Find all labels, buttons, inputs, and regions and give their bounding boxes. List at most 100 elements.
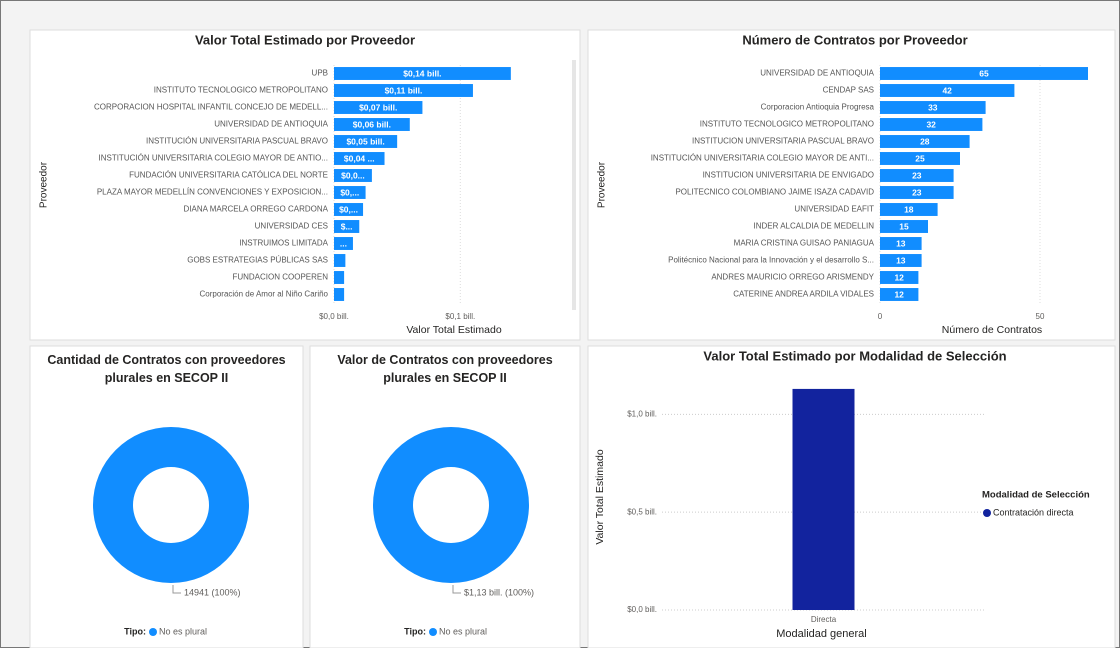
legend-dot bbox=[429, 628, 437, 636]
bar bbox=[334, 84, 473, 97]
leader-line bbox=[172, 585, 181, 594]
data-label: $0,05 bill. bbox=[346, 136, 384, 146]
y-tick-label: PLAZA MAYOR MEDELLÍN CONVENCIONES Y EXPO… bbox=[97, 188, 328, 197]
y-tick-label: Corporacion Antioquia Progresa bbox=[761, 103, 875, 112]
bar bbox=[880, 271, 919, 284]
y-tick-label: Politécnico Nacional para la Innovación … bbox=[668, 256, 874, 265]
bar bbox=[880, 203, 938, 216]
y-tick-label: INSTITUTO TECNOLOGICO METROPOLITANO bbox=[154, 86, 328, 95]
bar bbox=[880, 254, 922, 267]
y-axis-label: Valor Total Estimado bbox=[594, 449, 606, 544]
data-label: 23 bbox=[912, 187, 922, 197]
data-label: $... bbox=[341, 221, 353, 231]
y-tick-label: UNIVERSIDAD DE ANTIOQUIA bbox=[214, 120, 328, 129]
x-axis-label: Valor Total Estimado bbox=[406, 324, 501, 336]
y-axis-label: Proveedor bbox=[39, 161, 50, 208]
y-tick-label: ANDRES MAURICIO ORREGO ARISMENDY bbox=[711, 273, 874, 282]
donut-slice bbox=[93, 427, 249, 583]
bar bbox=[880, 288, 919, 301]
bar bbox=[334, 203, 364, 216]
bar bbox=[334, 101, 423, 114]
y-tick-label: DIANA MARCELA ORREGO CARDONA bbox=[184, 205, 329, 214]
leader-line bbox=[452, 585, 461, 594]
data-label: 12 bbox=[894, 289, 904, 299]
data-label: $0,06 bill. bbox=[353, 119, 391, 129]
legend-title: Tipo: bbox=[124, 626, 146, 636]
y-tick-label: INSTITUTO TECNOLOGICO METROPOLITANO bbox=[700, 120, 874, 129]
data-label: 13 bbox=[896, 238, 906, 248]
legend-dot bbox=[983, 509, 991, 517]
y-tick-label: UNIVERSIDAD CES bbox=[255, 222, 328, 231]
x-tick-label: Directa bbox=[811, 615, 837, 624]
bar bbox=[880, 220, 928, 233]
data-label: $0,... bbox=[339, 204, 358, 214]
y-tick-label: Corporación de Amor al Niño Cariño bbox=[199, 290, 328, 299]
panel bbox=[29, 29, 581, 341]
bar bbox=[334, 237, 353, 250]
bar bbox=[334, 118, 410, 131]
x-tick-label: 50 bbox=[1036, 312, 1045, 321]
y-tick-label: INSTITUCION UNIVERSITARIA PASCUAL BRAVO bbox=[692, 137, 874, 146]
bar bbox=[880, 101, 986, 114]
x-axis-label: Modalidad general bbox=[776, 628, 867, 640]
bar bbox=[880, 135, 970, 148]
y-tick-label: UNIVERSIDAD EAFIT bbox=[794, 205, 874, 214]
data-label: 65 bbox=[979, 68, 989, 78]
y-tick-label: INSTITUCIÓN UNIVERSITARIA PASCUAL BRAVO bbox=[146, 137, 328, 146]
bar bbox=[334, 135, 398, 148]
y-tick-label: FUNDACION COOPEREN bbox=[232, 273, 328, 282]
y-axis-label: Proveedor bbox=[597, 161, 608, 208]
bar bbox=[334, 288, 345, 301]
bar bbox=[880, 169, 954, 182]
y-tick-label: INSTITUCION UNIVERSITARIA DE ENVIGADO bbox=[703, 171, 874, 180]
data-label: $0,... bbox=[340, 187, 359, 197]
y-tick-label: INSTITUCIÓN UNIVERSITARIA COLEGIO MAYOR … bbox=[98, 154, 328, 163]
data-label: $0,07 bill. bbox=[359, 102, 397, 112]
legend-title: Tipo: bbox=[404, 626, 426, 636]
legend-entry: No es plural bbox=[439, 626, 487, 636]
data-label: 23 bbox=[912, 170, 922, 180]
chart-title: Número de Contratos por Proveedor bbox=[742, 32, 967, 47]
panel bbox=[309, 345, 581, 648]
donut-slice bbox=[373, 427, 529, 583]
data-label: $0,11 bill. bbox=[385, 85, 423, 95]
y-tick-label: UPB bbox=[312, 69, 328, 78]
legend-title: Modalidad de Selección bbox=[982, 490, 1090, 501]
y-tick-label: GOBS ESTRATEGIAS PÚBLICAS SAS bbox=[187, 256, 328, 265]
bar bbox=[880, 152, 960, 165]
data-label: $0,0... bbox=[341, 170, 365, 180]
x-axis-label: Número de Contratos bbox=[942, 324, 1042, 336]
chart-title: Cantidad de Contratos con proveedores pl… bbox=[47, 353, 286, 385]
data-label: 13 bbox=[896, 255, 906, 265]
chart-title: Valor Total Estimado por Modalidad de Se… bbox=[703, 348, 1006, 363]
bar bbox=[334, 220, 360, 233]
chart-title: Valor de Contratos con proveedores plura… bbox=[337, 353, 553, 385]
legend-entry: Contratación directa bbox=[993, 507, 1074, 517]
x-tick-label: $0,0 bill. bbox=[319, 312, 349, 321]
data-label: $0,14 bill. bbox=[403, 68, 441, 78]
x-tick-label: $0,1 bill. bbox=[445, 312, 475, 321]
y-tick-label: CORPORACION HOSPITAL INFANTIL CONCEJO DE… bbox=[94, 103, 328, 112]
bar bbox=[334, 254, 346, 267]
y-tick-label: UNIVERSIDAD DE ANTIOQUIA bbox=[760, 69, 874, 78]
y-tick-label: $0,5 bill. bbox=[627, 507, 657, 516]
y-tick-label: INDER ALCALDIA DE MEDELLIN bbox=[754, 222, 875, 231]
data-label: 42 bbox=[942, 85, 952, 95]
y-tick-label: $0,0 bill. bbox=[627, 605, 657, 614]
bar bbox=[334, 67, 511, 80]
y-tick-label: INSTRUIMOS LIMITADA bbox=[239, 239, 328, 248]
y-tick-label: POLITECNICO COLOMBIANO JAIME ISAZA CADAV… bbox=[675, 188, 874, 197]
bar bbox=[880, 67, 1088, 80]
data-label: 14941 (100%) bbox=[184, 587, 241, 597]
data-label: $1,13 bill. (100%) bbox=[464, 587, 534, 597]
x-tick-label: 0 bbox=[878, 312, 883, 321]
legend-dot bbox=[149, 628, 157, 636]
bar bbox=[880, 118, 983, 131]
y-tick-label: CENDAP SAS bbox=[823, 86, 874, 95]
data-label: 12 bbox=[894, 272, 904, 282]
y-tick-label: $1,0 bill. bbox=[627, 409, 657, 418]
bar bbox=[334, 186, 366, 199]
bar bbox=[792, 388, 855, 610]
